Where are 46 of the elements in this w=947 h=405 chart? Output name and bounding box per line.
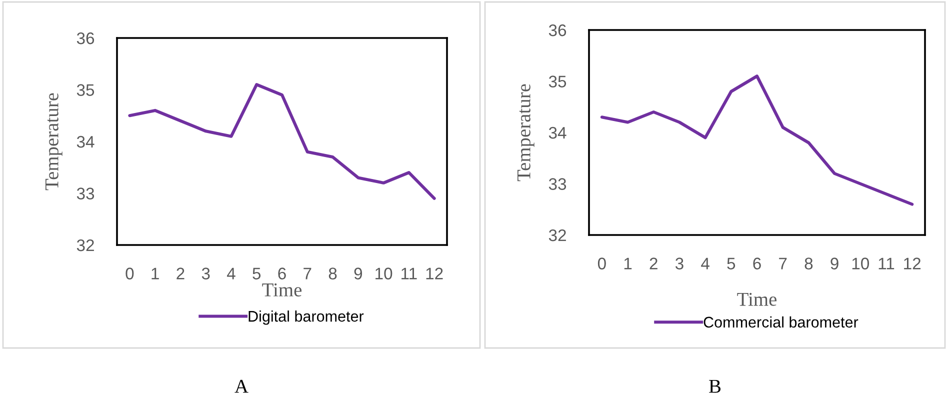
y-tick-label: 35	[76, 84, 94, 96]
x-tick-label: 11	[402, 268, 417, 280]
x-tick-label: 4	[226, 268, 236, 280]
x-tick-label: 12	[426, 268, 443, 280]
x-tick-label: 11	[878, 258, 894, 270]
y-axis-title: Temperature	[45, 93, 62, 190]
x-tick-label: 3	[202, 268, 210, 280]
y-tick-label: 34	[76, 136, 94, 148]
x-tick-label: 3	[675, 258, 684, 270]
x-tick-label: 1	[624, 258, 632, 270]
line-series	[128, 83, 436, 200]
x-tick-label: 5	[727, 258, 736, 270]
x-tick-label: 6	[753, 258, 761, 270]
text: B	[709, 380, 721, 393]
x-tick-label: 2	[650, 258, 658, 270]
x-tick-label: 0	[126, 268, 134, 280]
x-axis-title: Time	[262, 283, 302, 296]
legend-label: Digital barometer	[248, 310, 364, 325]
x-tick-label: 6	[278, 268, 286, 280]
y-tick-label: 33	[548, 178, 566, 190]
x-tick-label: 5	[252, 268, 261, 280]
y-tick-label: 33	[76, 188, 94, 200]
x-tick-label: 10	[852, 258, 870, 270]
x-tick-label: 12	[904, 258, 921, 270]
x-tick-label: 9	[830, 258, 838, 270]
legend-label: Commercial barometer	[704, 316, 858, 328]
x-tick-label: 0	[598, 258, 606, 270]
x-tick-label: 9	[354, 268, 362, 280]
x-axis-title: Time	[737, 292, 777, 306]
y-tick-label: 36	[76, 32, 94, 44]
line-series	[600, 74, 914, 206]
y-tick-label: 32	[548, 229, 566, 242]
x-tick-label: 1	[152, 268, 159, 280]
y-axis-title: Temperature	[517, 84, 534, 182]
text: A	[234, 380, 248, 393]
x-tick-label: 2	[176, 268, 184, 280]
y-tick-label: 35	[548, 76, 566, 88]
y-tick-label: 32	[76, 239, 94, 252]
y-tick-label: 34	[548, 126, 566, 139]
x-tick-label: 4	[701, 258, 710, 270]
x-tick-label: 7	[779, 258, 787, 270]
x-tick-label: 8	[804, 258, 813, 270]
x-tick-label: 7	[304, 268, 312, 280]
x-tick-label: 8	[328, 268, 337, 280]
y-tick-label: 36	[548, 24, 566, 36]
x-tick-label: 10	[376, 268, 392, 280]
